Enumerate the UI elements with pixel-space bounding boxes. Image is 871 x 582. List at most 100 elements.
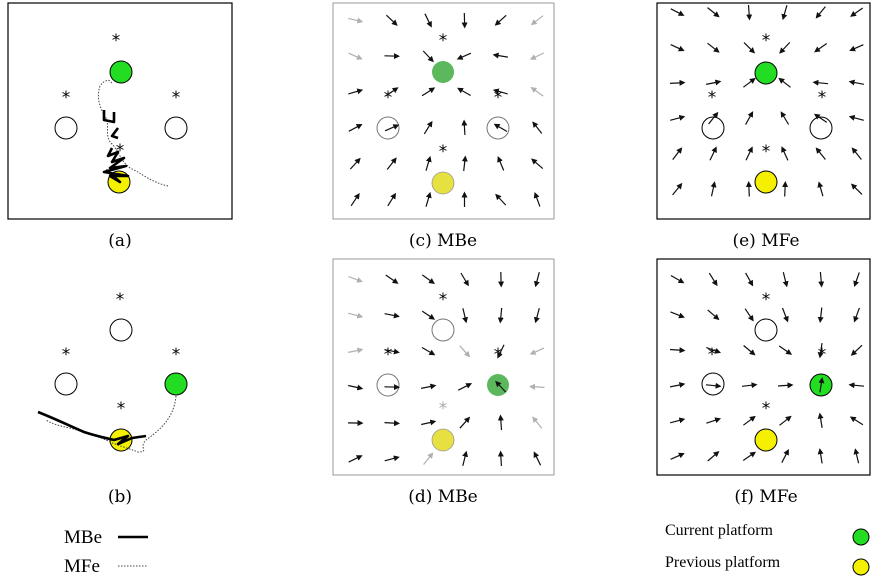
caption-b: (b)	[108, 487, 132, 507]
vector-arrow	[812, 79, 829, 86]
vector-arrow	[815, 147, 826, 160]
vector-arrow	[744, 308, 754, 322]
marker-asterisk: *	[762, 142, 771, 162]
vector-arrow	[848, 382, 865, 389]
legend-mfe-label: MFe	[64, 556, 100, 577]
vector-arrow	[745, 272, 754, 287]
vector-arrow	[462, 450, 469, 466]
vector-arrow	[781, 146, 789, 161]
vector-arrow	[743, 42, 756, 54]
caption-c: (c) MBe	[409, 231, 477, 251]
marker-asterisk: *	[116, 141, 125, 161]
vector-arrow	[460, 272, 469, 287]
vector-arrow	[533, 191, 541, 207]
vector-arrow	[849, 44, 864, 52]
marker-asterisk: *	[818, 345, 827, 365]
vector-arrow	[348, 275, 363, 283]
panel-c: * * * *	[332, 2, 555, 220]
vector-arrow	[497, 414, 504, 431]
vector-arrow	[495, 380, 507, 393]
vector-arrow	[778, 77, 791, 88]
vector-arrow	[781, 5, 788, 21]
caption-a: (a)	[108, 231, 131, 251]
vector-arrow	[421, 346, 436, 356]
vector-arrow	[745, 181, 752, 197]
vector-arrow	[457, 87, 471, 97]
vector-arrow	[706, 417, 722, 424]
vector-arrow	[422, 50, 434, 63]
panel-f: * * * *	[656, 258, 871, 476]
platform-top	[754, 318, 778, 342]
vector-arrow	[707, 42, 720, 53]
vector-arrow	[421, 274, 435, 284]
panel-f-markers: * * * *	[708, 290, 827, 419]
marker-asterisk: *	[62, 345, 71, 365]
vector-arrow	[385, 87, 399, 97]
panel-b: * * * *	[37, 290, 188, 453]
legend-current-swatch	[852, 528, 870, 546]
vector-arrow	[669, 347, 686, 354]
marker-asterisk: *	[384, 345, 393, 365]
vector-arrow	[850, 183, 863, 195]
platform-left	[376, 116, 400, 140]
vector-arrow	[780, 111, 790, 125]
panel-e-frame	[656, 2, 871, 220]
vector-arrow	[781, 448, 789, 463]
legend-mbe-label: MBe	[64, 527, 102, 548]
vector-arrow	[349, 157, 361, 170]
vector-arrow	[529, 347, 545, 355]
vector-arrow	[848, 114, 864, 121]
vector-arrow	[492, 88, 508, 95]
vector-arrow	[423, 452, 434, 465]
vector-arrow	[421, 419, 437, 426]
vector-arrow	[672, 182, 683, 196]
marker-asterisk: *	[494, 345, 503, 365]
vector-arrow	[813, 113, 828, 123]
vector-arrow	[425, 155, 432, 171]
vector-arrow	[347, 347, 364, 354]
vector-arrow	[777, 382, 794, 389]
marker-asterisk: *	[494, 88, 503, 108]
vector-arrow	[670, 114, 686, 121]
vector-arrow	[529, 52, 545, 60]
vector-arrow	[492, 52, 508, 59]
platform-previous	[431, 428, 455, 452]
vector-arrow	[707, 309, 720, 321]
vector-arrow	[497, 307, 504, 324]
vector-arrow	[745, 146, 753, 161]
vector-arrow	[461, 119, 468, 136]
vector-arrow	[348, 312, 364, 319]
marker-asterisk: *	[762, 31, 771, 51]
panel-d-frame	[332, 258, 555, 476]
vector-arrow	[851, 147, 862, 160]
marker-asterisk: *	[708, 345, 717, 365]
vector-arrow	[814, 43, 828, 53]
panel-c-arrows	[348, 12, 545, 207]
vector-arrow	[348, 88, 364, 95]
legend-previous-swatch	[852, 558, 870, 576]
panel-c-frame	[332, 2, 555, 220]
marker-asterisk: *	[708, 88, 717, 108]
vector-arrow	[533, 272, 540, 288]
marker-asterisk: *	[62, 88, 71, 108]
vector-arrow	[421, 87, 436, 97]
legend-platforms: Current platform Previous platform	[665, 522, 870, 576]
vector-arrow	[497, 450, 504, 467]
vector-arrow	[778, 345, 793, 355]
vector-arrow	[817, 448, 824, 464]
vector-arrow	[529, 383, 545, 390]
vector-arrow	[462, 308, 468, 324]
vector-arrow	[420, 383, 437, 390]
vector-arrow	[746, 4, 753, 21]
vector-arrow	[707, 7, 720, 18]
vector-arrow	[385, 274, 399, 284]
platform-current	[432, 61, 454, 83]
mfe-trajectory	[97, 79, 169, 187]
vector-arrow	[669, 382, 686, 388]
vector-arrow	[742, 451, 757, 461]
platform-current	[487, 374, 509, 396]
vector-arrow	[459, 345, 471, 358]
mfe-trajectory	[45, 395, 177, 453]
vector-arrow	[531, 158, 544, 170]
platform-previous	[431, 171, 455, 195]
